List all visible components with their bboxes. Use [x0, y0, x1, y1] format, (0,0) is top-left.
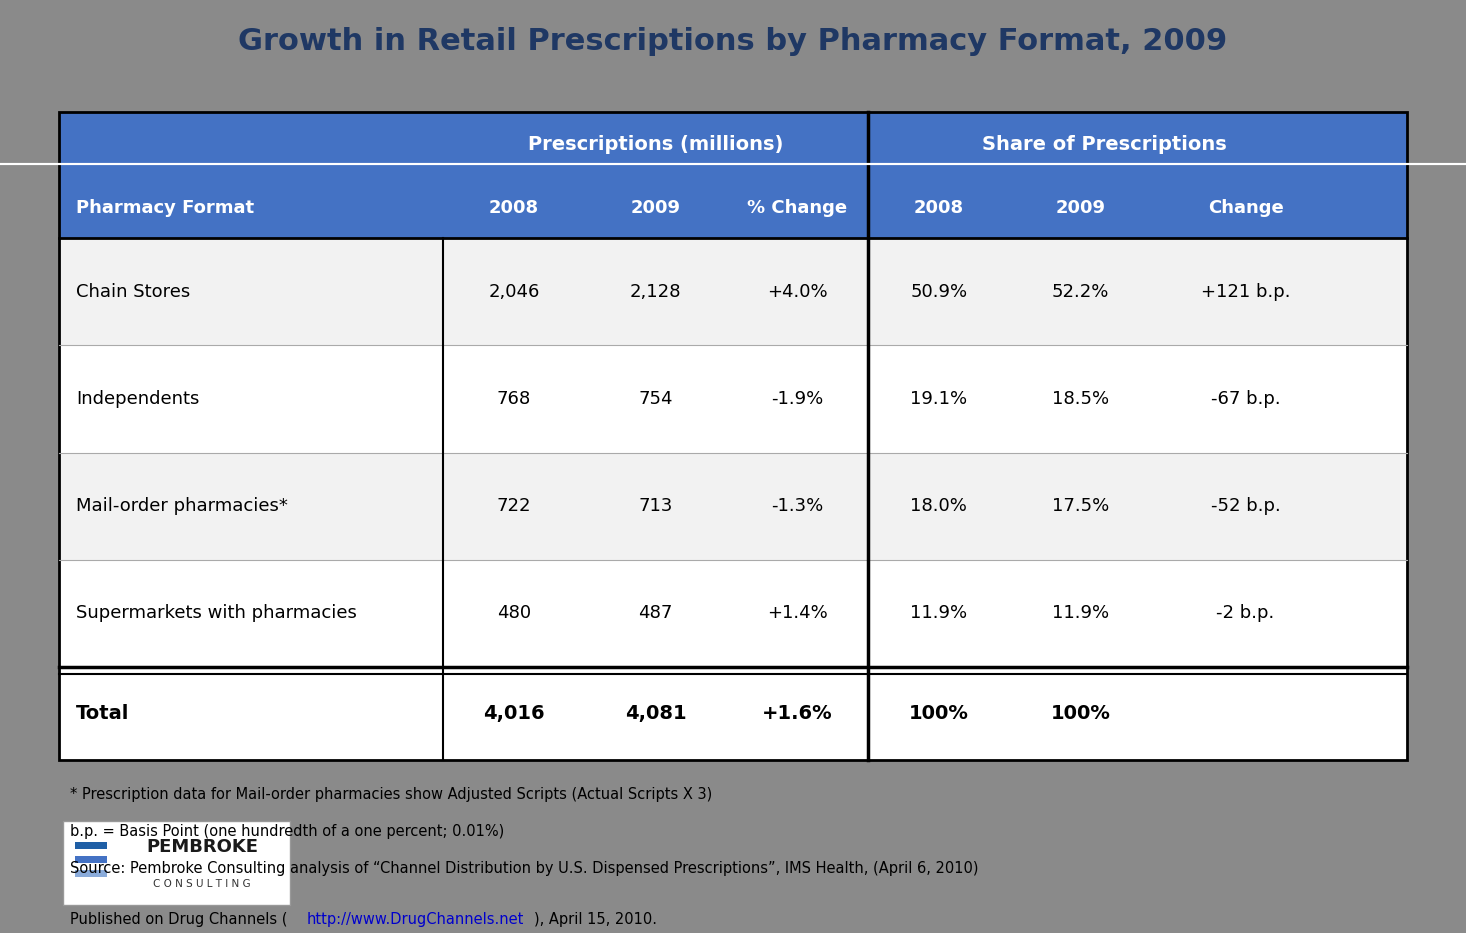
Text: 100%: 100%	[1050, 704, 1110, 723]
Text: Supermarkets with pharmacies: Supermarkets with pharmacies	[76, 605, 358, 622]
Text: +1.6%: +1.6%	[762, 704, 833, 723]
Text: 722: 722	[497, 497, 531, 515]
Text: -1.9%: -1.9%	[771, 390, 824, 408]
Text: Mail-order pharmacies*: Mail-order pharmacies*	[76, 497, 289, 515]
Text: Change: Change	[1208, 199, 1283, 216]
Text: 19.1%: 19.1%	[910, 390, 968, 408]
Text: Source: Pembroke Consulting analysis of “Channel Distribution by U.S. Dispensed : Source: Pembroke Consulting analysis of …	[70, 861, 979, 876]
Text: 2008: 2008	[913, 199, 963, 216]
Text: C O N S U L T I N G: C O N S U L T I N G	[154, 880, 251, 889]
Text: -52 b.p.: -52 b.p.	[1211, 497, 1280, 515]
Text: +4.0%: +4.0%	[767, 283, 827, 300]
Text: b.p. = Basis Point (one hundredth of a one percent; 0.01%): b.p. = Basis Point (one hundredth of a o…	[70, 824, 504, 839]
Text: % Change: % Change	[748, 199, 847, 216]
Text: 713: 713	[638, 497, 673, 515]
Text: 50.9%: 50.9%	[910, 283, 968, 300]
Text: 4,081: 4,081	[625, 704, 686, 723]
Text: 768: 768	[497, 390, 531, 408]
Text: -2 b.p.: -2 b.p.	[1217, 605, 1274, 622]
Text: 100%: 100%	[909, 704, 969, 723]
Text: 487: 487	[638, 605, 673, 622]
Text: 754: 754	[638, 390, 673, 408]
Text: 2009: 2009	[630, 199, 680, 216]
Text: 2008: 2008	[488, 199, 539, 216]
Text: -67 b.p.: -67 b.p.	[1211, 390, 1280, 408]
Text: 52.2%: 52.2%	[1051, 283, 1108, 300]
Text: Independents: Independents	[76, 390, 199, 408]
Text: Growth in Retail Prescriptions by Pharmacy Format, 2009: Growth in Retail Prescriptions by Pharma…	[239, 27, 1227, 57]
Text: Chain Stores: Chain Stores	[76, 283, 191, 300]
Text: 2,046: 2,046	[488, 283, 539, 300]
Text: 4,016: 4,016	[482, 704, 545, 723]
Text: 480: 480	[497, 605, 531, 622]
Text: http://www.DrugChannels.net: http://www.DrugChannels.net	[306, 912, 523, 927]
Text: -1.3%: -1.3%	[771, 497, 824, 515]
Text: +1.4%: +1.4%	[767, 605, 827, 622]
Text: Prescriptions (millions): Prescriptions (millions)	[528, 135, 783, 154]
Text: PEMBROKE: PEMBROKE	[147, 838, 258, 856]
Text: 11.9%: 11.9%	[910, 605, 968, 622]
Text: +121 b.p.: +121 b.p.	[1201, 283, 1290, 300]
Text: Published on Drug Channels (: Published on Drug Channels (	[70, 912, 287, 927]
Text: 17.5%: 17.5%	[1051, 497, 1108, 515]
Text: 2,128: 2,128	[630, 283, 682, 300]
Text: 11.9%: 11.9%	[1051, 605, 1108, 622]
Text: 18.5%: 18.5%	[1051, 390, 1108, 408]
Text: Total: Total	[76, 704, 129, 723]
Text: 18.0%: 18.0%	[910, 497, 968, 515]
Text: Share of Prescriptions: Share of Prescriptions	[982, 135, 1226, 154]
Text: ), April 15, 2010.: ), April 15, 2010.	[534, 912, 657, 927]
Text: Pharmacy Format: Pharmacy Format	[76, 199, 255, 216]
Text: * Prescription data for Mail-order pharmacies show Adjusted Scripts (Actual Scri: * Prescription data for Mail-order pharm…	[70, 787, 712, 801]
Text: 2009: 2009	[1056, 199, 1105, 216]
